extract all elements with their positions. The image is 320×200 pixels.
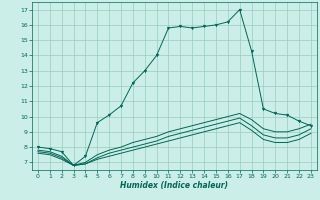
X-axis label: Humidex (Indice chaleur): Humidex (Indice chaleur) <box>120 181 228 190</box>
